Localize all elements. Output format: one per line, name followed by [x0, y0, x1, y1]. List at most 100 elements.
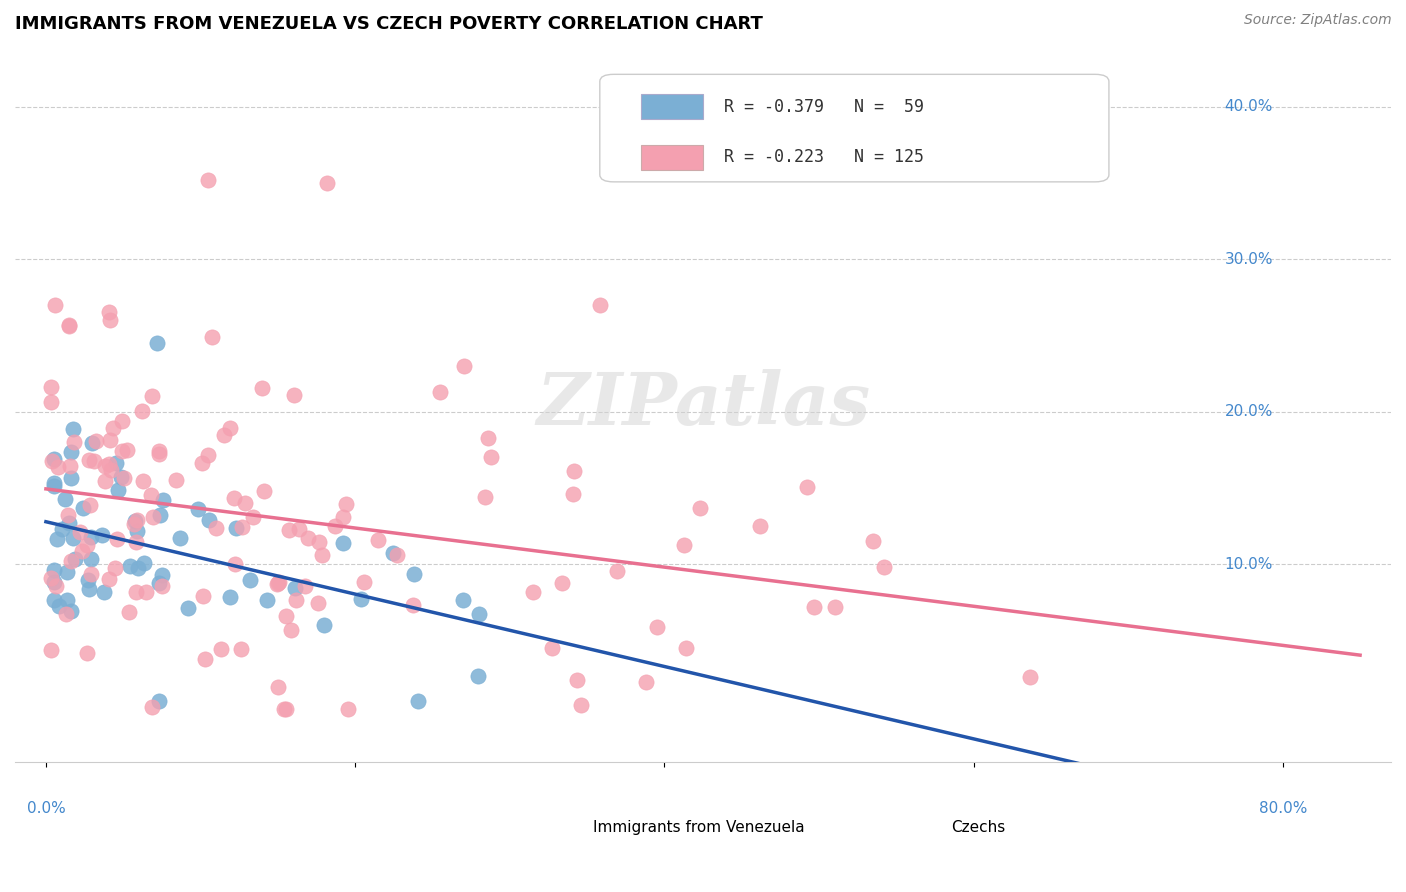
Text: ZIPatlas: ZIPatlas: [536, 368, 870, 440]
FancyBboxPatch shape: [531, 795, 572, 823]
Point: [91, 528, 114, 542]
Point: [197, 173, 219, 187]
Point: [127, 513, 149, 527]
Point: [451, 592, 474, 607]
Point: [51, 522, 73, 536]
Point: [139, 488, 162, 502]
Point: [124, 585, 146, 599]
Text: R = -0.223   N = 125: R = -0.223 N = 125: [724, 148, 924, 167]
Point: [111, 414, 134, 428]
Point: [645, 620, 668, 634]
Point: [132, 557, 155, 571]
Point: [284, 582, 307, 596]
Point: [467, 668, 489, 682]
Text: 40.0%: 40.0%: [1225, 99, 1272, 114]
Point: [97, 572, 120, 586]
Point: [229, 642, 252, 657]
Point: [112, 471, 135, 485]
Text: 0.0%: 0.0%: [27, 801, 65, 815]
Point: [209, 642, 232, 657]
Point: [551, 576, 574, 591]
Point: [125, 524, 148, 539]
Point: [76, 538, 98, 552]
Point: [872, 560, 894, 574]
Point: [565, 673, 588, 687]
Point: [165, 473, 187, 487]
Point: [135, 585, 157, 599]
Point: [59, 459, 82, 474]
Text: 10.0%: 10.0%: [1225, 557, 1272, 572]
Point: [689, 501, 711, 516]
Point: [468, 607, 491, 622]
Point: [675, 640, 697, 655]
Text: Source: ZipAtlas.com: Source: ZipAtlas.com: [1244, 13, 1392, 28]
Point: [204, 521, 226, 535]
Point: [606, 564, 628, 578]
Point: [562, 487, 585, 501]
Point: [98, 458, 121, 472]
Text: IMMIGRANTS FROM VENEZUELA VS CZECH POVERTY CORRELATION CHART: IMMIGRANTS FROM VENEZUELA VS CZECH POVER…: [15, 15, 763, 33]
Point: [193, 589, 215, 603]
Point: [65, 552, 87, 566]
Point: [267, 576, 290, 591]
Point: [522, 585, 544, 599]
Point: [285, 593, 308, 607]
Point: [239, 573, 262, 587]
Point: [131, 404, 153, 418]
Point: [148, 694, 170, 708]
Text: Czechs: Czechs: [950, 820, 1005, 835]
Point: [862, 533, 884, 548]
Point: [69, 524, 91, 539]
Point: [283, 388, 305, 402]
Point: [56, 565, 79, 579]
Point: [276, 608, 298, 623]
Point: [77, 574, 100, 588]
Point: [267, 680, 290, 694]
Point: [46, 460, 69, 475]
Point: [429, 384, 451, 399]
Point: [187, 502, 209, 516]
Point: [103, 421, 125, 435]
Point: [294, 579, 316, 593]
Point: [335, 498, 357, 512]
Point: [79, 499, 101, 513]
Point: [152, 493, 174, 508]
Point: [56, 593, 79, 607]
Point: [224, 557, 246, 571]
Point: [148, 575, 170, 590]
Point: [120, 559, 142, 574]
Point: [242, 510, 264, 524]
Point: [124, 514, 146, 528]
Point: [53, 492, 76, 507]
Point: [39, 380, 62, 394]
Point: [235, 496, 257, 510]
Point: [55, 607, 77, 621]
Point: [402, 598, 425, 612]
Point: [104, 561, 127, 575]
Point: [56, 508, 79, 522]
Point: [201, 330, 224, 344]
Point: [381, 546, 404, 560]
Point: [84, 434, 107, 448]
Point: [803, 599, 825, 614]
Point: [58, 516, 80, 530]
Point: [72, 500, 94, 515]
Point: [589, 298, 612, 312]
Point: [63, 434, 86, 449]
Point: [111, 443, 134, 458]
Point: [148, 447, 170, 461]
Point: [59, 604, 82, 618]
Point: [796, 480, 818, 494]
Point: [77, 453, 100, 467]
Point: [453, 359, 475, 373]
Point: [131, 474, 153, 488]
Point: [125, 534, 148, 549]
Point: [824, 599, 846, 614]
Point: [406, 694, 429, 708]
Point: [280, 623, 302, 637]
Text: Immigrants from Venezuela: Immigrants from Venezuela: [593, 820, 804, 835]
Point: [62, 531, 84, 545]
Point: [191, 456, 214, 470]
Point: [44, 298, 66, 312]
Point: [311, 548, 333, 562]
